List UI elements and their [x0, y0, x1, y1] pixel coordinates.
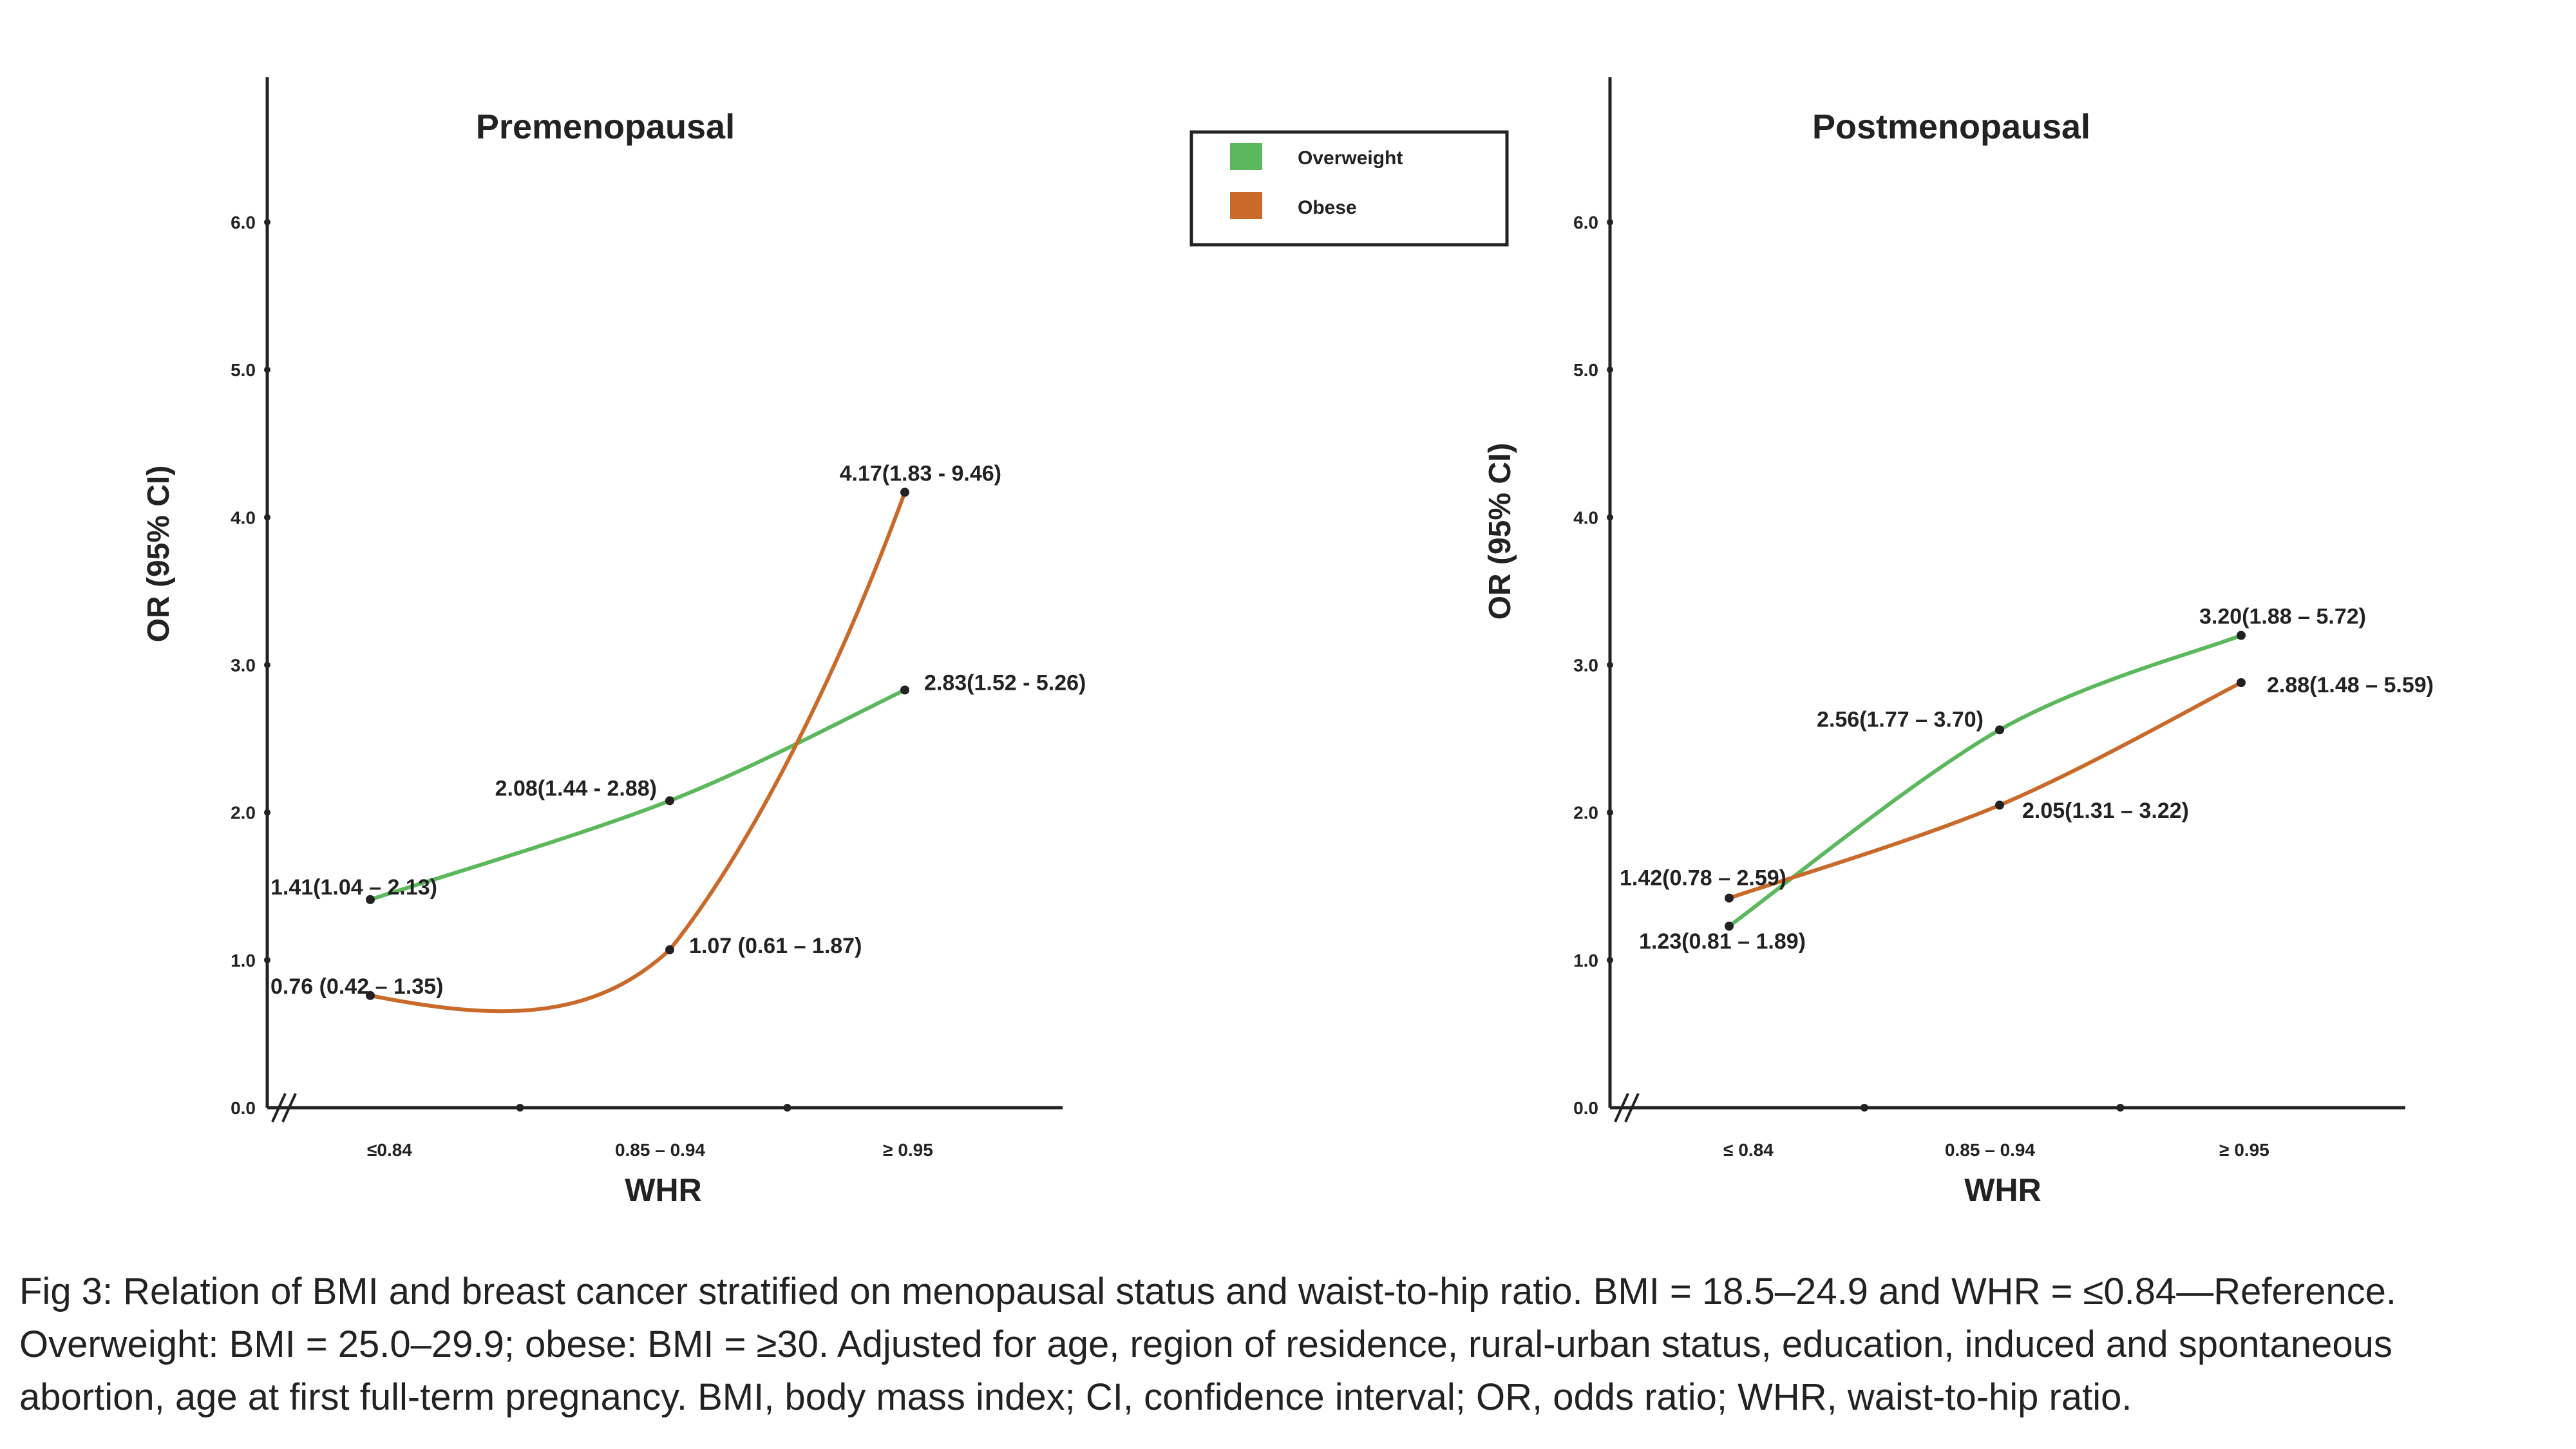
premenopausal-y-tick-label: 4.0: [231, 507, 256, 527]
premenopausal-data-label-overweight: 2.83(1.52 - 5.26): [924, 670, 1086, 695]
premenopausal-x-tick-mark: [783, 1104, 791, 1112]
premenopausal-y-tick-mark: [264, 366, 270, 374]
postmenopausal-y-tick-label: 2.0: [1573, 803, 1598, 823]
premenopausal-y-axis-label: OR (95% CI): [142, 466, 176, 643]
premenopausal-data-label-obese: 4.17(1.83 - 9.46): [840, 461, 1001, 486]
chart-legend: Overweight Obese: [1189, 130, 1509, 247]
postmenopausal-data-label-obese: 2.05(1.31 – 3.22): [2022, 799, 2189, 823]
postmenopausal-data-point-overweight: [1725, 922, 1734, 931]
premenopausal-x-tick-label: ≤0.84: [367, 1140, 412, 1160]
postmenopausal-data-label-overweight: 1.23(0.81 – 1.89): [1639, 929, 1806, 954]
premenopausal-axis-break-mark: [281, 1093, 297, 1122]
premenopausal-data-point-overweight: [366, 895, 375, 904]
premenopausal-data-label-overweight: 2.08(1.44 - 2.88): [495, 776, 657, 800]
postmenopausal-data-label-obese: 1.42(0.78 – 2.59): [1620, 866, 1786, 891]
premenopausal-data-label-overweight: 1.41(1.04 – 2.13): [270, 875, 437, 900]
postmenopausal-y-tick-mark: [1607, 809, 1613, 816]
premenopausal-data-label-obese: 1.07 (0.61 – 1.87): [689, 934, 862, 958]
postmenopausal-axis-break-mark: [1624, 1093, 1640, 1122]
premenopausal-x-axis-label: WHR: [625, 1172, 701, 1208]
premenopausal-series-line-obese: [370, 491, 907, 1014]
figure-caption: Fig 3: Relation of BMI and breast cancer…: [19, 1265, 2557, 1424]
postmenopausal-axis-break-mark: [1614, 1093, 1629, 1122]
premenopausal-axis-break-mark: [271, 1093, 287, 1122]
postmenopausal-y-tick-mark: [1607, 514, 1613, 521]
postmenopausal-y-tick-label: 0.0: [1573, 1098, 1598, 1118]
postmenopausal-title: Postmenopausal: [1812, 108, 2090, 146]
postmenopausal-x-tick-label: 0.85 – 0.94: [1945, 1140, 2036, 1160]
premenopausal-data-point-obese: [366, 990, 375, 1000]
premenopausal-y-tick-label: 0.0: [231, 1098, 256, 1118]
premenopausal-y-tick-label: 6.0: [231, 213, 256, 232]
figure-canvas: Premenopausal 0.0 1.0 2.0 3.0 4.0 5.0 6.0 ≤0.84 0…: [142, 77, 2434, 1208]
postmenopausal-panel: Postmenopausal 0.0 1.0 2.0 3.0 4.0 5.0 6.0 ≤ 0.8…: [1483, 77, 2434, 1208]
caption-line-1: Fig 3: Relation of BMI and breast cancer…: [19, 1271, 2396, 1312]
legend-swatch-overweight: [1230, 143, 1262, 170]
postmenopausal-y-tick-mark: [1607, 366, 1613, 374]
premenopausal-data-point-overweight: [900, 685, 909, 695]
postmenopausal-data-point-obese: [1995, 800, 2004, 810]
postmenopausal-y-tick-label: 6.0: [1573, 213, 1598, 232]
premenopausal-y-tick-label: 5.0: [231, 360, 256, 380]
premenopausal-x-tick-mark: [516, 1104, 524, 1112]
postmenopausal-series-line-overweight: [1728, 633, 2242, 928]
postmenopausal-data-label-overweight: 3.20(1.88 – 5.72): [2199, 605, 2366, 629]
premenopausal-title: Premenopausal: [476, 108, 735, 146]
postmenopausal-y-tick-mark: [1607, 661, 1613, 668]
premenopausal-y-tick-label: 3.0: [231, 656, 256, 676]
postmenopausal-y-axis-label: OR (95% CI): [1483, 443, 1517, 620]
premenopausal-data-point-obese: [665, 945, 674, 954]
postmenopausal-y-tick-label: 5.0: [1573, 360, 1598, 380]
postmenopausal-data-label-overweight: 2.56(1.77 – 3.70): [1817, 707, 1984, 732]
postmenopausal-y-tick-mark: [1607, 956, 1613, 963]
premenopausal-y-tick-mark: [264, 956, 270, 963]
premenopausal-data-point-overweight: [665, 796, 674, 806]
premenopausal-y-tick-mark: [264, 219, 270, 225]
premenopausal-y-tick-mark: [264, 809, 270, 816]
postmenopausal-data-point-obese: [1725, 893, 1734, 903]
postmenopausal-data-label-obese: 2.88(1.48 – 5.59): [2267, 673, 2434, 697]
caption-line-2: Overweight: BMI = 25.0–29.9; obese: BMI …: [19, 1323, 2392, 1365]
postmenopausal-data-point-obese: [2237, 678, 2246, 687]
legend-label-obese: Obese: [1298, 197, 1357, 218]
premenopausal-y-tick-label: 2.0: [231, 803, 256, 823]
postmenopausal-x-tick-mark: [2116, 1104, 2125, 1112]
premenopausal-panel: Premenopausal 0.0 1.0 2.0 3.0 4.0 5.0 6.0 ≤0.84 0…: [142, 77, 1086, 1208]
postmenopausal-x-tick-label: ≥ 0.95: [2219, 1140, 2269, 1160]
legend-swatch-obese: [1230, 192, 1262, 219]
postmenopausal-x-tick-label: ≤ 0.84: [1723, 1140, 1774, 1160]
caption-line-3: abortion, age at first full-term pregnan…: [19, 1376, 2132, 1418]
postmenopausal-x-axis-label: WHR: [1964, 1172, 2041, 1208]
postmenopausal-y-tick-label: 3.0: [1573, 656, 1598, 676]
legend-label-overweight: Overweight: [1298, 147, 1403, 169]
postmenopausal-y-tick-label: 4.0: [1573, 507, 1598, 527]
premenopausal-y-tick-mark: [264, 514, 270, 521]
postmenopausal-data-point-overweight: [2237, 630, 2246, 640]
premenopausal-data-point-obese: [900, 488, 909, 497]
premenopausal-y-tick-label: 1.0: [231, 951, 256, 971]
premenopausal-x-tick-label: 0.85 – 0.94: [615, 1140, 706, 1160]
premenopausal-data-label-obese: 0.76 (0.42 – 1.35): [270, 974, 443, 999]
postmenopausal-x-tick-mark: [1861, 1104, 1868, 1112]
postmenopausal-y-tick-mark: [1607, 219, 1613, 225]
premenopausal-y-tick-mark: [264, 661, 270, 668]
postmenopausal-y-tick-label: 1.0: [1573, 951, 1598, 971]
postmenopausal-data-point-overweight: [1995, 725, 2004, 735]
premenopausal-x-tick-label: ≥ 0.95: [883, 1140, 933, 1160]
